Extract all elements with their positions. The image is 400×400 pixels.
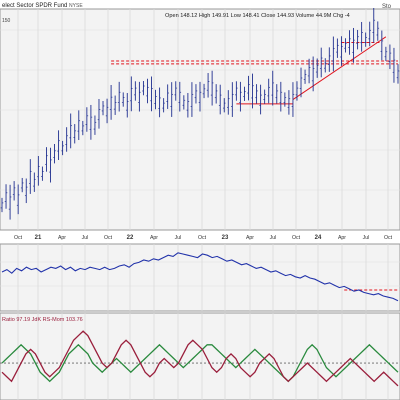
x-tick-label: Apr <box>338 235 346 241</box>
rs-panel <box>0 243 400 312</box>
x-tick-label: Oct <box>14 235 23 241</box>
x-tick-label: Oct <box>104 235 113 241</box>
rs-line <box>1 252 399 302</box>
exchange-label: NYSE <box>69 3 83 9</box>
x-tick-label: Oct <box>384 235 393 241</box>
chart-title: elect Sector SPDR Fund NYSE <box>2 3 83 9</box>
x-tick-label: Jul <box>270 235 277 241</box>
x-tick-labels: Oct 21 Apr Jul Oct 22 Apr Jul Oct 23 Apr Jul Oct 24 Ap… <box>14 235 393 241</box>
jdk-panel <box>0 312 400 400</box>
symbol-name: elect Sector SPDR Fund <box>2 3 67 9</box>
x-tick-label: Oct <box>198 235 207 241</box>
x-tick-label: Jul <box>363 235 370 241</box>
x-tick-label: 23 <box>222 235 229 241</box>
x-tick-label: 24 <box>315 235 322 241</box>
ratio-legend: Ratio 97.19 JdK RS-Mom 103.76 <box>2 317 83 323</box>
grid <box>0 9 400 400</box>
x-tick-label: Oct <box>292 235 301 241</box>
jdk-rs-momentum-line <box>1 330 399 387</box>
quote-readout: Open 148.12 High 149.91 Low 148.41 Close… <box>165 13 350 19</box>
x-tick-label: Apr <box>58 235 66 241</box>
rs-line-group <box>1 252 399 302</box>
jdk-lines <box>0 330 400 387</box>
jdk-rs-ratio-line <box>1 343 399 383</box>
price-tick-label: 150 <box>2 18 11 24</box>
x-tick-label: Jul <box>175 235 182 241</box>
corner-logo: Sto <box>382 4 392 10</box>
price-bars <box>0 8 400 220</box>
x-tick-label: Apr <box>150 235 158 241</box>
uptrend-line <box>292 36 387 100</box>
x-tick-label: 21 <box>35 235 42 241</box>
x-tick-label: Apr <box>246 235 254 241</box>
price-panel <box>0 8 400 231</box>
x-tick-label: Jul <box>82 235 89 241</box>
x-tick-label: 22 <box>127 235 134 241</box>
